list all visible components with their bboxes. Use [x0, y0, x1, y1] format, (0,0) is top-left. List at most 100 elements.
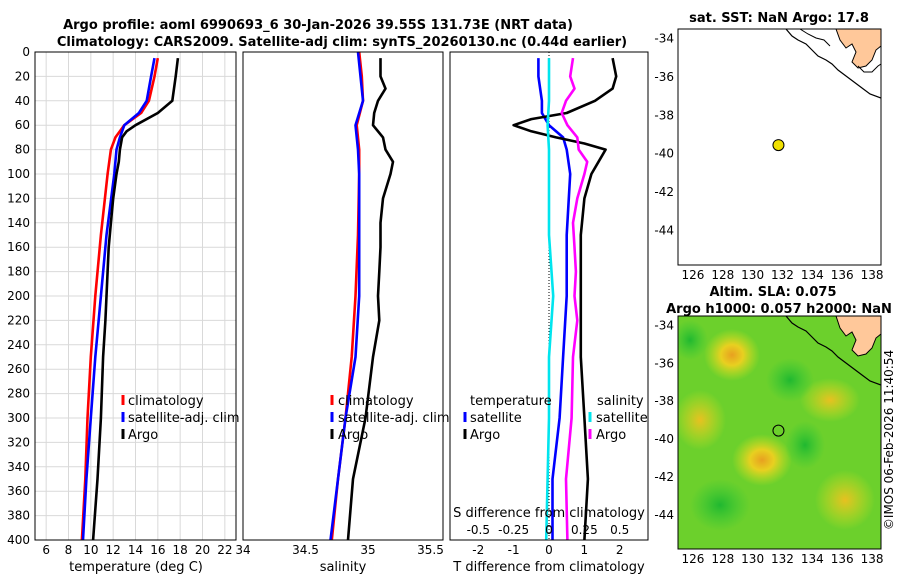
salinity-xlabel: salinity: [320, 560, 367, 575]
temperature-xlabel: temperature (deg C): [69, 560, 203, 575]
s-difference-tick-labels: -0.5 -0.25 0 0.25 0.5: [467, 523, 630, 537]
sla-high-2: [732, 434, 792, 486]
lat-tick-label: -42: [654, 470, 674, 484]
sla-map-frame: [677, 315, 882, 550]
legend-salinity-title: salinity: [597, 394, 644, 409]
x-tick-label: 14: [128, 543, 143, 557]
t-difference-xlabel: T difference from climatology: [452, 560, 645, 575]
series-line-satellite-s: [544, 58, 555, 540]
legend-argo-t: Argo: [470, 428, 500, 443]
lon-tick-label: 138: [861, 552, 884, 566]
x-tick-label: 35.5: [417, 543, 444, 557]
series-line-climatology: [80, 57, 160, 540]
difference-legend-salinity: salinity satellite Argo: [588, 394, 648, 443]
lon-tick-label: 132: [771, 268, 794, 282]
t-difference-tick-labels: -2 -1 0 1 2: [472, 543, 623, 557]
depth-tick-label: 80: [15, 143, 30, 157]
x-tick-label: 10: [83, 543, 98, 557]
shelf-contour: [785, 29, 881, 99]
sst-map-frame: [677, 28, 882, 266]
lat-tick-label: -36: [654, 356, 674, 370]
lon-tick-label: 132: [771, 552, 794, 566]
legend-satellite: satellite-adj. clim: [338, 411, 450, 426]
depth-tick-label: 400: [7, 533, 30, 547]
x-tick-label: 2: [616, 543, 624, 557]
x-tick-label: 34.5: [292, 543, 319, 557]
depth-tick-label: 180: [7, 265, 30, 279]
coastline-land: [835, 316, 881, 357]
depth-tick-label: 200: [7, 289, 30, 303]
lon-tick-label: 136: [831, 268, 854, 282]
sst-map-land: [785, 29, 881, 99]
sst-map-lon-ticks: 126 128 130 132 134 136 138: [681, 268, 883, 282]
legend-argo-s: Argo: [596, 428, 626, 443]
lon-tick-label: 128: [711, 552, 734, 566]
difference-legend-temperature: temperature satellite Argo: [463, 394, 552, 443]
sla-map-lat-ticks: -34 -36 -38 -40 -42 -44: [654, 318, 674, 521]
series-line-argo-s: [560, 57, 589, 540]
salinity-legend: climatology satellite-adj. clim Argo: [330, 394, 450, 443]
lon-tick-label: 128: [711, 268, 734, 282]
figure-title-line2: Climatology: CARS2009. Satellite-adj cli…: [57, 35, 627, 50]
lon-tick-label: 138: [861, 268, 884, 282]
sst-map-lat-ticks: -34 -36 -38 -40 -42 -44: [654, 32, 674, 238]
lon-tick-label: 126: [681, 268, 704, 282]
s-tick-label: 0: [545, 523, 553, 537]
temperature-axes-box: [34, 51, 237, 541]
legend-argo: Argo: [338, 428, 368, 443]
lat-tick-label: -44: [654, 223, 674, 237]
lon-tick-label: 126: [681, 552, 704, 566]
depth-tick-label: 320: [7, 435, 30, 449]
island-outline: [857, 63, 881, 73]
lat-tick-label: -34: [654, 32, 674, 46]
depth-tick-label: 260: [7, 362, 30, 376]
x-tick-label: -1: [508, 543, 520, 557]
figure-title-line1: Argo profile: aoml 6990693_6 30-Jan-2026…: [63, 18, 573, 33]
lat-tick-label: -34: [654, 318, 674, 332]
x-tick-label: 20: [195, 543, 210, 557]
x-tick-label: 22: [217, 543, 232, 557]
depth-tick-label: 300: [7, 411, 30, 425]
legend-argo: Argo: [128, 428, 158, 443]
sla-low-1: [766, 358, 814, 402]
legend-climatology: climatology: [128, 394, 204, 409]
depth-tick-label: 100: [7, 167, 30, 181]
series-line-satellite-adj-clim: [81, 57, 156, 540]
depth-tick-label: 0: [22, 45, 30, 59]
series-line-argo: [91, 57, 180, 540]
legend-temperature-title: temperature: [470, 394, 552, 409]
depth-tick-label: 60: [15, 118, 30, 132]
series-line-argo: [346, 58, 395, 540]
sst-map-title: sat. SST: NaN Argo: 17.8: [689, 11, 869, 26]
x-tick-label: -2: [472, 543, 484, 557]
salinity-panel: 34 34.5 35 35.5 salinity climatology satell…: [235, 51, 450, 575]
depth-tick-label: 40: [15, 94, 30, 108]
lon-tick-label: 130: [741, 268, 764, 282]
difference-panel: -2 -1 0 1 2 -0.5 -0.25 0 0.25 0.5 S difference f…: [449, 51, 649, 575]
s-tick-label: -0.5: [467, 523, 490, 537]
salinity-axes-box: [242, 51, 444, 541]
s-tick-label: 0.25: [571, 523, 598, 537]
sst-map: sat. SST: NaN Argo: 17.8 -34 -36 -38 -40 -42…: [654, 11, 883, 282]
sla-map: Altim. SLA: 0.075 Argo h1000: 0.057 h200…: [654, 285, 891, 566]
difference-axes-box: [449, 51, 649, 541]
x-tick-label: 1: [581, 543, 589, 557]
x-tick-label: 16: [150, 543, 165, 557]
x-tick-label: 35: [360, 543, 375, 557]
lat-tick-label: -44: [654, 508, 674, 522]
depth-tick-label: 220: [7, 313, 30, 327]
shelf-contour-2: [799, 29, 831, 47]
temperature-panel: 0 20 40 60 80 100 120 140 160 180 200 220 240 260 280 3…: [7, 45, 240, 575]
lat-tick-label: -38: [654, 108, 674, 122]
series-line-argo-t: [512, 57, 618, 540]
series-line-satellite-t: [537, 58, 572, 540]
legend-sat-t: satellite: [470, 411, 522, 426]
x-tick-label: 6: [42, 543, 50, 557]
x-tick-label: 12: [106, 543, 121, 557]
lon-tick-label: 134: [801, 268, 824, 282]
sla-field: [678, 316, 881, 549]
lat-tick-label: -40: [654, 432, 674, 446]
temperature-lines: [80, 57, 180, 540]
depth-tick-label: 240: [7, 338, 30, 352]
